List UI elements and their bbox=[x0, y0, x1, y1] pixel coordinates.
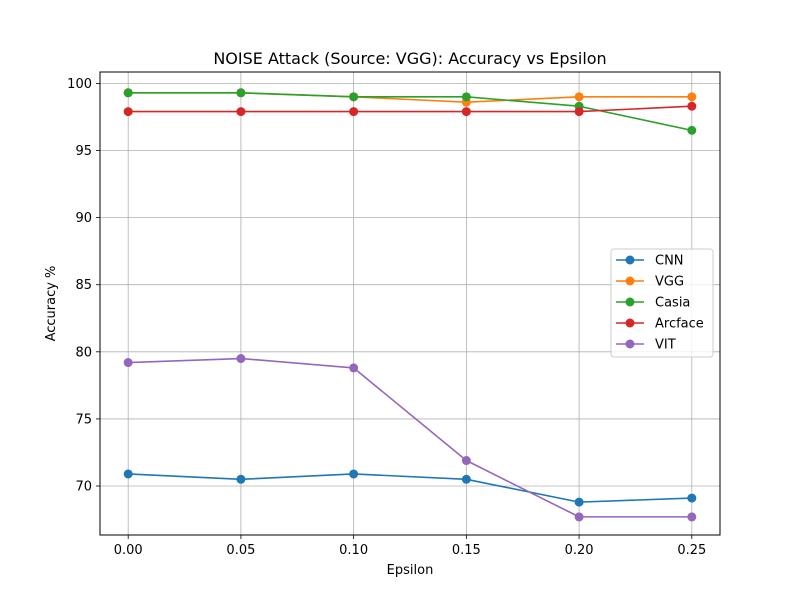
legend-box bbox=[610, 248, 714, 358]
x-tick-label: 0.05 bbox=[226, 543, 255, 558]
data-point-vgg bbox=[687, 92, 697, 102]
y-tick-label: 95 bbox=[75, 144, 92, 159]
legend-label-casia: Casia bbox=[655, 296, 690, 311]
data-point-casia bbox=[123, 88, 133, 98]
data-point-arcface bbox=[236, 107, 246, 117]
series-line-arcface bbox=[128, 105, 692, 113]
y-tick-label: 100 bbox=[67, 77, 92, 92]
x-axis-label: Epsilon bbox=[387, 563, 434, 578]
data-point-cnn bbox=[687, 493, 697, 503]
legend-marker-vit bbox=[625, 339, 635, 349]
data-point-vit bbox=[574, 512, 584, 522]
data-point-cnn bbox=[236, 474, 246, 484]
y-tick-label: 75 bbox=[75, 412, 92, 427]
legend-marker-arcface bbox=[625, 318, 635, 328]
x-axis-ticks: 0.00 0.05 0.10 0.15 0.20 0.25 bbox=[114, 535, 706, 558]
y-axis-label: Accuracy % bbox=[44, 266, 59, 342]
x-tick-label: 0.15 bbox=[452, 543, 481, 558]
data-point-arcface bbox=[123, 107, 133, 117]
y-tick-label: 90 bbox=[75, 211, 92, 226]
series-line-cnn bbox=[128, 473, 692, 503]
data-point-cnn bbox=[461, 474, 471, 484]
data-point-casia bbox=[236, 88, 246, 98]
y-tick-label: 80 bbox=[75, 345, 92, 360]
data-point-vit bbox=[349, 363, 359, 373]
legend-label-arcface: Arcface bbox=[655, 317, 704, 332]
plot-frame bbox=[99, 71, 721, 536]
data-point-cnn bbox=[574, 497, 584, 507]
y-tick-label: 85 bbox=[75, 278, 92, 293]
x-tick-label: 0.10 bbox=[339, 543, 368, 558]
data-point-vit bbox=[461, 456, 471, 466]
legend: CNN VGG Casia Arcface VIT bbox=[610, 248, 714, 358]
x-tick-label: 0.25 bbox=[677, 543, 706, 558]
y-axis-ticks: 70 75 80 85 90 95 100 bbox=[67, 77, 100, 495]
data-point-casia bbox=[687, 125, 697, 135]
data-point-cnn bbox=[123, 469, 133, 479]
data-point-vgg bbox=[574, 92, 584, 102]
legend-label-vit: VIT bbox=[655, 338, 676, 353]
series-lines bbox=[128, 92, 692, 518]
data-point-cnn bbox=[349, 469, 359, 479]
data-point-vit bbox=[687, 512, 697, 522]
x-tick-label: 0.00 bbox=[114, 543, 143, 558]
legend-marker-cnn bbox=[625, 255, 635, 265]
data-point-casia bbox=[461, 92, 471, 102]
legend-marker-casia bbox=[625, 297, 635, 307]
data-point-arcface bbox=[461, 107, 471, 117]
legend-marker-vgg bbox=[625, 276, 635, 286]
data-point-arcface bbox=[349, 107, 359, 117]
series-points bbox=[123, 88, 697, 522]
series-line-vit bbox=[128, 357, 692, 518]
x-tick-label: 0.20 bbox=[565, 543, 594, 558]
y-tick-label: 70 bbox=[75, 480, 92, 495]
legend-label-cnn: CNN bbox=[655, 254, 684, 269]
data-point-casia bbox=[349, 92, 359, 102]
data-point-vit bbox=[123, 358, 133, 368]
chart-title: NOISE Attack (Source: VGG): Accuracy vs … bbox=[213, 49, 606, 68]
data-point-arcface bbox=[574, 107, 584, 117]
legend-label-vgg: VGG bbox=[655, 275, 684, 290]
data-point-arcface bbox=[687, 101, 697, 111]
data-point-vit bbox=[236, 354, 246, 364]
